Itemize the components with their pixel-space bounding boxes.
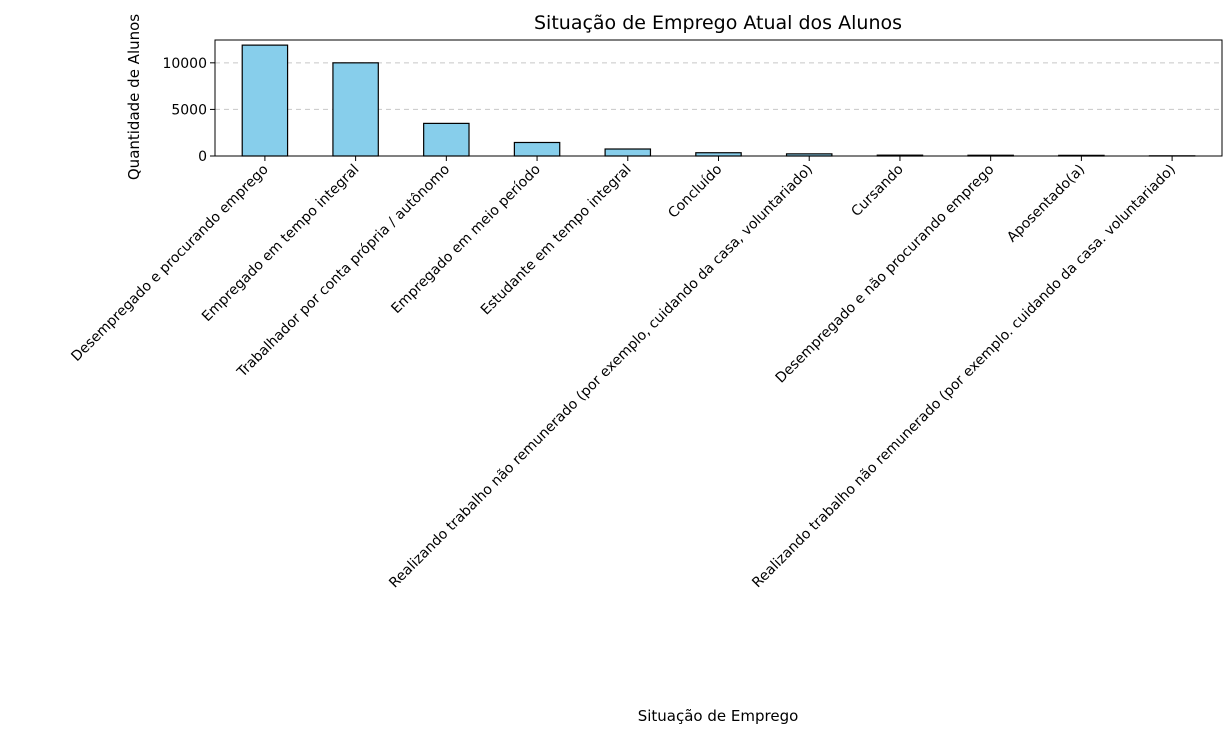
bar [423,122,470,157]
bar [241,44,289,157]
y-tick-label: 10000 [162,56,207,72]
x-tick-label: Realizando trabalho não remunerado (por … [386,162,816,592]
x-tick-label: Desempregado e não procurando emprego [773,162,998,387]
bar [513,141,561,157]
y-axis-label: Quantidade de Alunos [125,14,143,180]
chart-title: Situação de Emprego Atual dos Alunos [534,12,902,34]
x-tick-label: Empregado em tempo integral [199,162,362,325]
x-tick-label: Cursando [848,162,906,220]
x-tick-label: Realizando trabalho não remunerado (por … [749,162,1179,592]
x-tick-label: Empregado em meio período [388,162,543,317]
bar [604,148,652,157]
x-tick-label: Aposentado(a) [1004,162,1088,246]
bars [241,44,1196,157]
x-tick-label: Desempregado e procurando emprego [68,162,271,365]
y-tick-label: 0 [198,149,207,165]
y-tick-label: 5000 [171,102,207,118]
x-tick-label: Trabalhador por conta própria / autônomo [234,162,453,381]
x-axis-label: Situação de Emprego [638,707,799,725]
x-tick-label: Concluído [665,162,725,222]
x-tick-label: Estudante em tempo integral [478,162,635,319]
bar [332,62,379,157]
y-axis-ticks: 0 5000 10000 [162,56,215,165]
x-axis-ticks: Desempregado e procurando empregoEmprega… [68,156,1179,591]
